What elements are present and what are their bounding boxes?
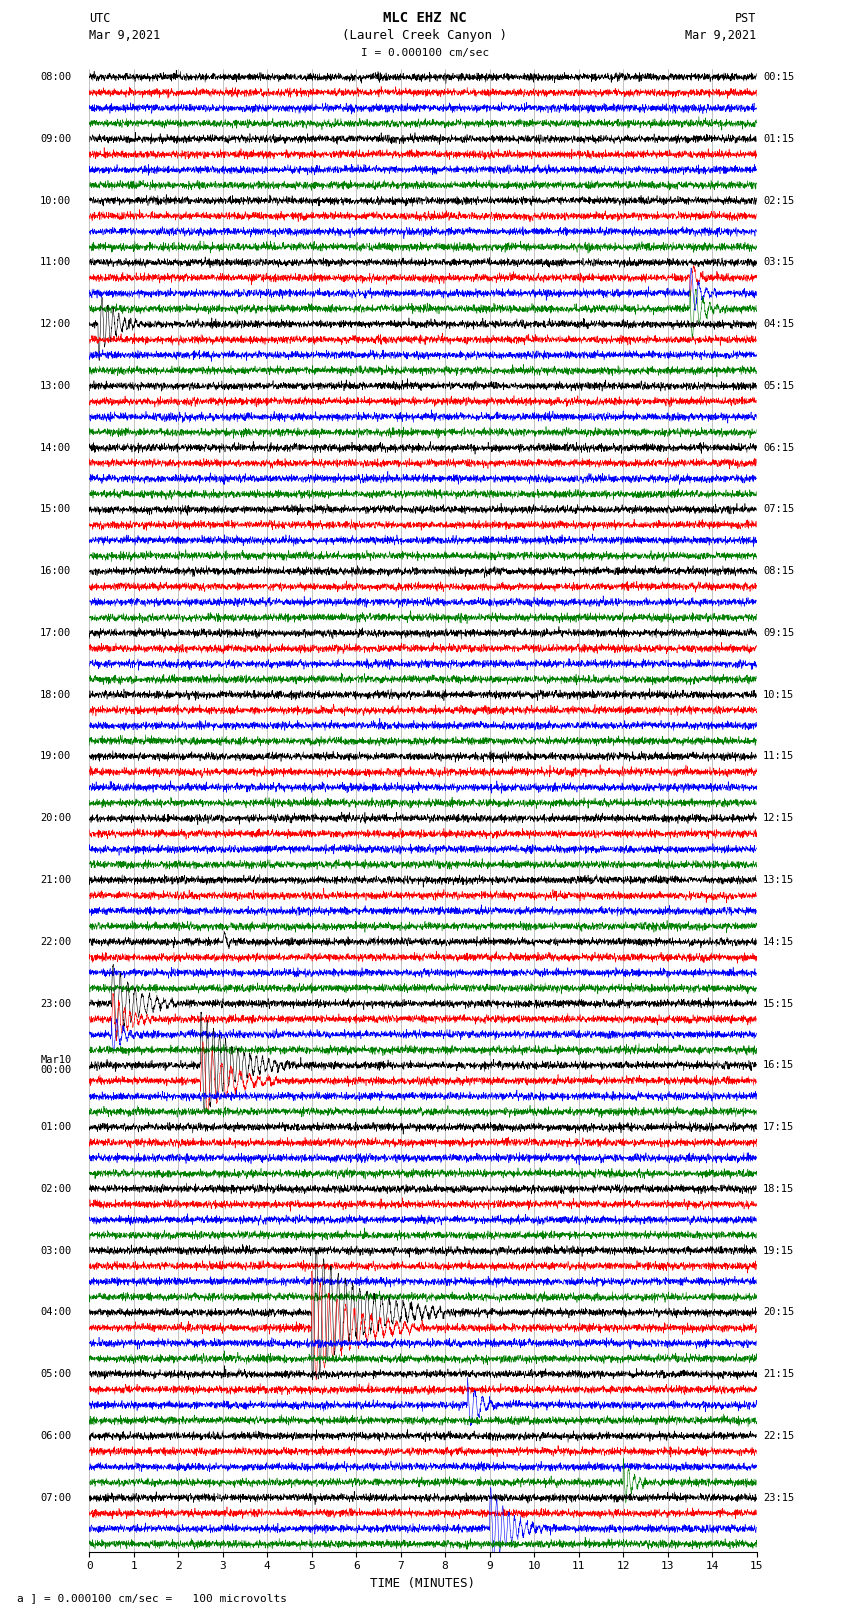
Text: I = 0.000100 cm/sec: I = 0.000100 cm/sec [361, 48, 489, 58]
Text: 10:15: 10:15 [763, 690, 795, 700]
Text: 12:15: 12:15 [763, 813, 795, 823]
Text: 08:00: 08:00 [40, 73, 71, 82]
Text: 09:15: 09:15 [763, 627, 795, 639]
Text: 14:15: 14:15 [763, 937, 795, 947]
Text: 22:00: 22:00 [40, 937, 71, 947]
Text: MLC EHZ NC: MLC EHZ NC [383, 11, 467, 24]
Text: 11:00: 11:00 [40, 258, 71, 268]
Text: 02:00: 02:00 [40, 1184, 71, 1194]
Text: 16:15: 16:15 [763, 1060, 795, 1071]
Text: UTC: UTC [89, 11, 110, 24]
Text: 09:00: 09:00 [40, 134, 71, 144]
Text: 06:00: 06:00 [40, 1431, 71, 1440]
Text: 13:00: 13:00 [40, 381, 71, 390]
Text: 05:00: 05:00 [40, 1369, 71, 1379]
Text: 13:15: 13:15 [763, 874, 795, 886]
Text: PST: PST [735, 11, 756, 24]
Text: 04:00: 04:00 [40, 1308, 71, 1318]
Text: 06:15: 06:15 [763, 442, 795, 453]
Text: 16:00: 16:00 [40, 566, 71, 576]
Text: 14:00: 14:00 [40, 442, 71, 453]
Text: 20:15: 20:15 [763, 1308, 795, 1318]
X-axis label: TIME (MINUTES): TIME (MINUTES) [371, 1578, 475, 1590]
Text: (Laurel Creek Canyon ): (Laurel Creek Canyon ) [343, 29, 507, 42]
Text: Mar 9,2021: Mar 9,2021 [685, 29, 756, 42]
Text: 18:15: 18:15 [763, 1184, 795, 1194]
Text: Mar10
00:00: Mar10 00:00 [40, 1055, 71, 1076]
Text: 04:15: 04:15 [763, 319, 795, 329]
Text: 17:15: 17:15 [763, 1123, 795, 1132]
Text: 23:15: 23:15 [763, 1492, 795, 1503]
Text: 07:15: 07:15 [763, 505, 795, 515]
Text: 20:00: 20:00 [40, 813, 71, 823]
Text: 01:15: 01:15 [763, 134, 795, 144]
Text: 15:15: 15:15 [763, 998, 795, 1008]
Text: 17:00: 17:00 [40, 627, 71, 639]
Text: 15:00: 15:00 [40, 505, 71, 515]
Text: 03:15: 03:15 [763, 258, 795, 268]
Text: 03:00: 03:00 [40, 1245, 71, 1255]
Text: 21:00: 21:00 [40, 874, 71, 886]
Text: 23:00: 23:00 [40, 998, 71, 1008]
Text: a ] = 0.000100 cm/sec =   100 microvolts: a ] = 0.000100 cm/sec = 100 microvolts [17, 1594, 287, 1603]
Text: 21:15: 21:15 [763, 1369, 795, 1379]
Text: 01:00: 01:00 [40, 1123, 71, 1132]
Text: 12:00: 12:00 [40, 319, 71, 329]
Text: 18:00: 18:00 [40, 690, 71, 700]
Text: 07:00: 07:00 [40, 1492, 71, 1503]
Text: 00:15: 00:15 [763, 73, 795, 82]
Text: 22:15: 22:15 [763, 1431, 795, 1440]
Text: 10:00: 10:00 [40, 195, 71, 205]
Text: 02:15: 02:15 [763, 195, 795, 205]
Text: Mar 9,2021: Mar 9,2021 [89, 29, 161, 42]
Text: 05:15: 05:15 [763, 381, 795, 390]
Text: 19:15: 19:15 [763, 1245, 795, 1255]
Text: 11:15: 11:15 [763, 752, 795, 761]
Text: 19:00: 19:00 [40, 752, 71, 761]
Text: 08:15: 08:15 [763, 566, 795, 576]
